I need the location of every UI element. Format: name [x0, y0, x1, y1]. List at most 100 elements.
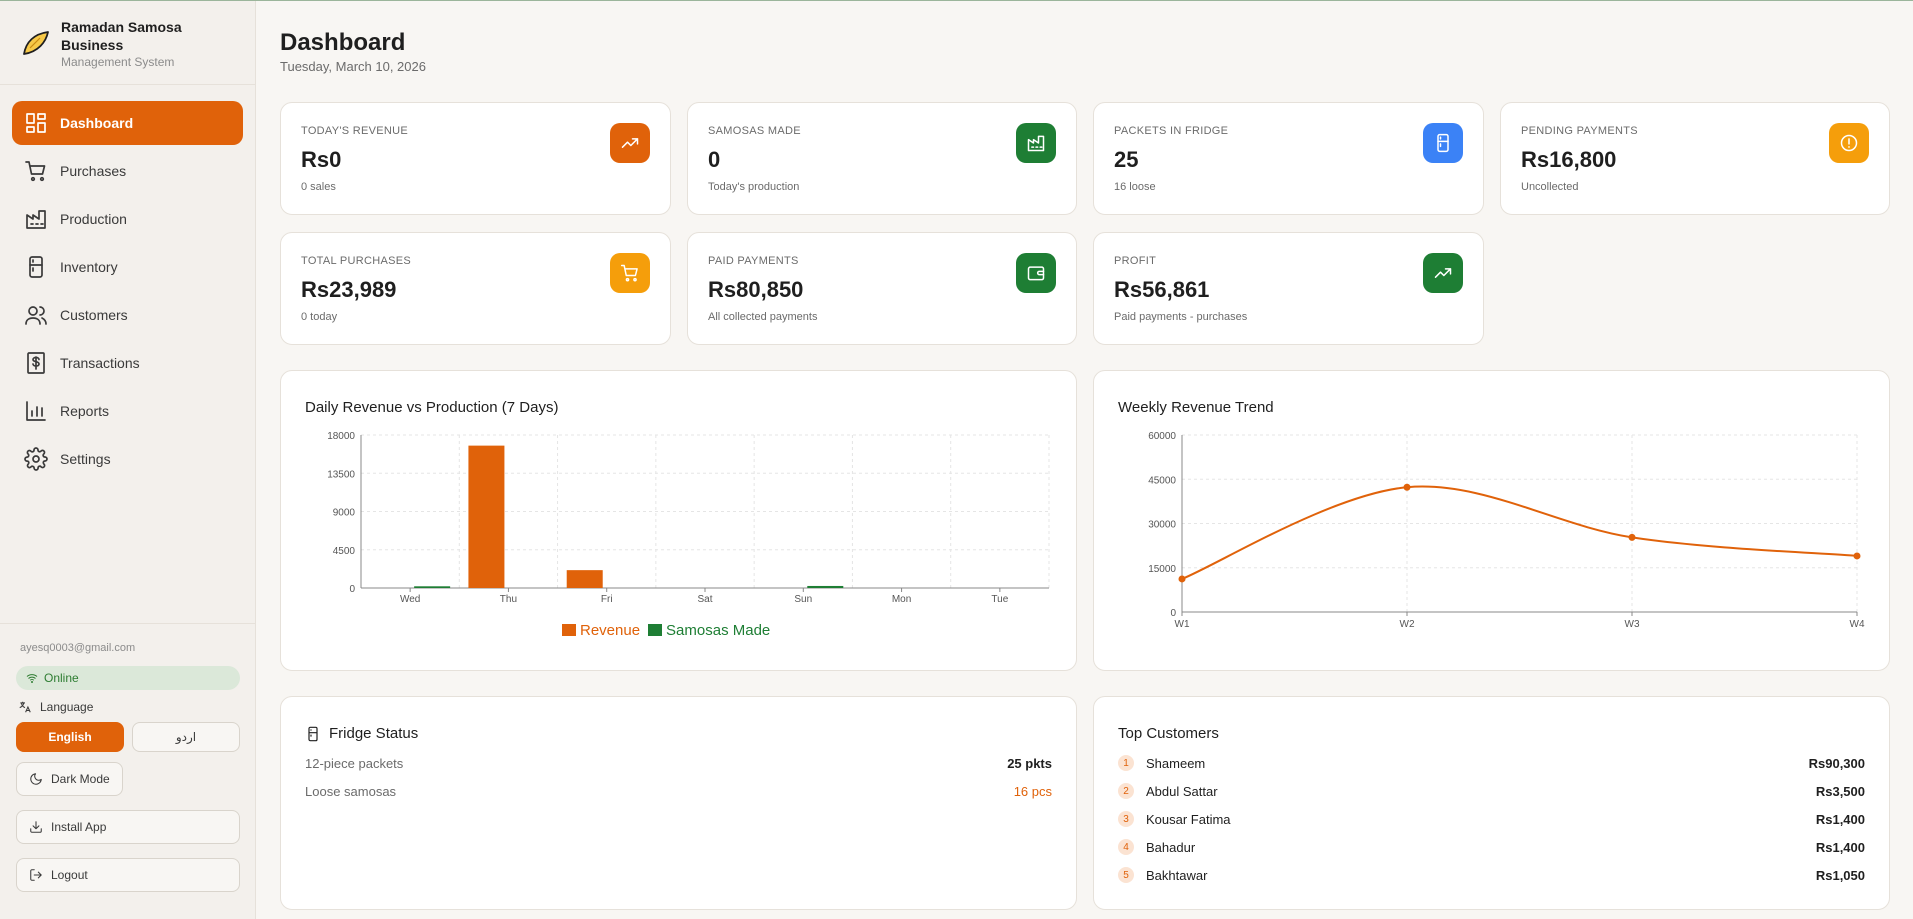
sidebar-item-label: Settings: [60, 451, 111, 467]
stat-card-pending-payments: PENDING PAYMENTS Rs16,800 Uncollected: [1500, 102, 1890, 215]
sidebar-item-dashboard[interactable]: Dashboard: [12, 101, 243, 145]
list-item[interactable]: 3 Kousar Fatima Rs1,400: [1118, 805, 1865, 833]
sidebar-item-label: Production: [60, 211, 127, 227]
y-tick-label: 60000: [1148, 431, 1176, 442]
top-customers-card: Top Customers 1 Shameem Rs90,300 2 Abdul…: [1093, 696, 1890, 910]
rank-badge: 1: [1118, 755, 1134, 771]
y-tick-label: 0: [1170, 608, 1176, 619]
stat-card-samosas-made: SAMOSAS MADE 0 Today's production: [687, 102, 1077, 215]
legend-samosas-made: Samosas Made: [648, 622, 770, 639]
trending-up-icon: [610, 123, 650, 163]
customer-amount: Rs3,500: [1815, 783, 1865, 799]
sidebar-item-production[interactable]: Production: [12, 197, 243, 241]
language-switch: English اردو: [16, 722, 240, 752]
weekly-revenue-chart: 0 15000 30000 45000 60000 W1 W2 W3 W4: [1148, 431, 1865, 630]
stat-value: Rs80,850: [708, 277, 804, 302]
translate-icon: [19, 701, 31, 713]
fridge-row-label: 12-piece packets: [305, 755, 404, 771]
stat-label: PENDING PAYMENTS: [1521, 125, 1638, 137]
y-tick-label: 45000: [1148, 475, 1176, 486]
y-tick-label: 30000: [1148, 520, 1176, 531]
rank-badge: 5: [1118, 867, 1134, 883]
dark-mode-button[interactable]: Dark Mode: [16, 762, 123, 796]
sidebar-item-purchases[interactable]: Purchases: [12, 149, 243, 193]
moon-icon: [30, 773, 42, 785]
samosa-logo-icon: [23, 31, 49, 55]
data-point: [1853, 552, 1861, 560]
rank-badge: 3: [1118, 811, 1134, 827]
x-tick-label: W1: [1175, 619, 1190, 630]
customer-amount: Rs1,050: [1815, 867, 1865, 883]
chart-legend: Revenue Samosas Made: [562, 622, 770, 639]
list-item[interactable]: 2 Abdul Sattar Rs3,500: [1118, 777, 1865, 805]
top-customers-title: Top Customers: [1118, 725, 1219, 742]
legend-revenue: Revenue: [562, 622, 640, 639]
bar-chart-icon: [26, 401, 46, 421]
urdu-button[interactable]: اردو: [132, 722, 240, 752]
alert-icon: [1829, 123, 1869, 163]
status-text: Online: [44, 671, 79, 685]
fridge-row-value: 16 pcs: [1013, 783, 1052, 799]
stat-sub: 16 loose: [1114, 181, 1156, 193]
stat-value: Rs0: [301, 147, 342, 172]
daily-revenue-chart-card: Daily Revenue vs Production (7 Days) 0 45…: [280, 370, 1077, 671]
logout-label: Logout: [51, 868, 88, 882]
legend-label: Revenue: [580, 622, 641, 639]
stat-sub: Uncollected: [1521, 181, 1579, 193]
x-tick-label: Wed: [400, 594, 420, 605]
stat-label: TOTAL PURCHASES: [301, 255, 412, 267]
rank-badge: 4: [1118, 839, 1134, 855]
x-tick-label: W2: [1400, 619, 1415, 630]
data-point: [1628, 533, 1636, 541]
stat-sub: Paid payments - purchases: [1114, 311, 1248, 323]
sidebar-item-label: Customers: [60, 307, 128, 323]
logout-button[interactable]: Logout: [16, 858, 240, 892]
sidebar-item-inventory[interactable]: Inventory: [12, 245, 243, 289]
cart-icon: [25, 161, 46, 182]
stat-label: PAID PAYMENTS: [708, 255, 799, 267]
language-label-text: Language: [40, 700, 94, 714]
sidebar-item-transactions[interactable]: Transactions: [12, 341, 243, 385]
fridge-row-value: 25 pkts: [1007, 755, 1052, 771]
fridge-status-title: Fridge Status: [329, 725, 419, 742]
sidebar-item-label: Dashboard: [60, 115, 134, 131]
stat-value: Rs23,989: [301, 277, 397, 302]
x-tick-label: Thu: [500, 594, 517, 605]
list-item[interactable]: 1 Shameem Rs90,300: [1118, 749, 1865, 777]
bar-revenue: [566, 570, 603, 588]
sidebar-item-reports[interactable]: Reports: [12, 389, 243, 433]
fridge-row-loose: Loose samosas 16 pcs: [305, 777, 1052, 805]
sidebar-item-settings[interactable]: Settings: [12, 437, 243, 481]
customer-name: Shameem: [1146, 755, 1206, 771]
sidebar-item-customers[interactable]: Customers: [12, 293, 243, 337]
brand: Ramadan Samosa Business Management Syste…: [0, 1, 255, 85]
install-app-button[interactable]: Install App: [16, 810, 240, 844]
factory-icon: [26, 210, 46, 229]
stat-sub: Today's production: [708, 181, 800, 193]
stat-label: PROFIT: [1114, 255, 1157, 267]
x-tick-label: W3: [1625, 619, 1640, 630]
english-button[interactable]: English: [16, 722, 124, 752]
legend-label: Samosas Made: [666, 622, 771, 639]
trending-up-icon: [1423, 253, 1463, 293]
sidebar-item-label: Transactions: [60, 355, 140, 371]
stat-sub: 0 today: [301, 311, 338, 323]
x-tick-label: Sat: [697, 594, 712, 605]
fridge-status-header: Fridge Status: [305, 725, 418, 742]
list-item[interactable]: 5 Bakhtawar Rs1,050: [1118, 861, 1865, 889]
y-tick-label: 9000: [333, 508, 356, 519]
sidebar-nav: Dashboard Purchases Production Inventory…: [0, 85, 255, 481]
fridge-row-packets: 12-piece packets 25 pkts: [305, 749, 1052, 777]
customer-name: Abdul Sattar: [1146, 783, 1218, 799]
brand-subtitle: Management System: [61, 55, 175, 69]
list-item[interactable]: 4 Bahadur Rs1,400: [1118, 833, 1865, 861]
stat-card-paid-payments: PAID PAYMENTS Rs80,850 All collected pay…: [687, 232, 1077, 345]
bar-samosas-made: [807, 585, 844, 588]
x-tick-label: Tue: [991, 594, 1008, 605]
bar-revenue: [468, 445, 505, 588]
download-icon: [30, 821, 42, 833]
dollar-icon: [27, 352, 45, 374]
stat-sub: All collected payments: [708, 311, 818, 323]
y-tick-label: 18000: [327, 431, 355, 442]
customer-amount: Rs90,300: [1808, 755, 1865, 771]
